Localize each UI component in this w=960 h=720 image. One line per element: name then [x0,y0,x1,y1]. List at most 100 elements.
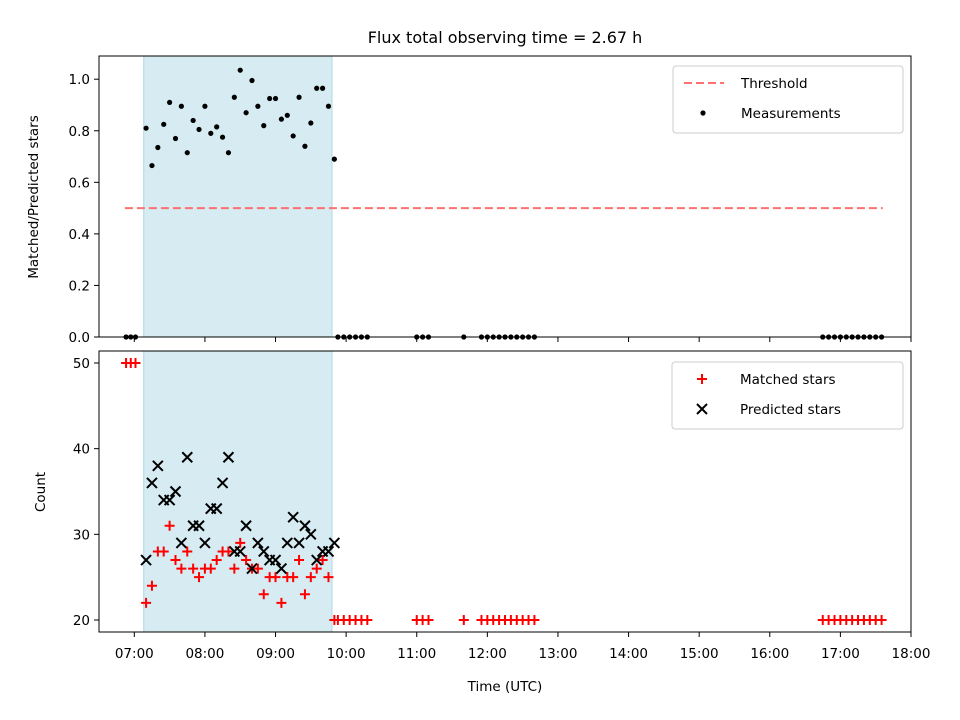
data-point-predicted-stars [269,554,282,566]
data-point-measurement [184,150,190,156]
data-point-predicted-stars [281,537,293,549]
y-tick-label: 0.4 [69,227,90,243]
data-point-measurement [178,103,184,109]
data-point-matched-stars [305,572,316,583]
x-tick-label: 09:00 [256,646,295,662]
data-point-predicted-stars [222,451,235,463]
data-point-measurement [284,112,290,118]
data-point-measurement [272,95,279,102]
data-point-measurement [243,110,249,116]
data-point-matched-stars [458,615,469,626]
data-point-measurement [161,121,167,127]
data-point-predicted-stars [293,537,305,549]
observing-window-span [143,350,333,633]
x-tick-label: 17:00 [821,646,860,662]
y-tick-label: 50 [73,356,90,372]
data-point-measurement [202,103,208,109]
data-point-predicted-stars [140,554,152,566]
data-point-predicted-stars [234,545,246,558]
data-point-predicted-stars [152,460,164,472]
x-tick-label: 11:00 [397,646,436,662]
data-point-measurement [296,94,302,100]
data-point-matched-stars [182,546,193,557]
x-tick-label: 10:00 [327,646,366,662]
x-tick-label: 14:00 [609,646,648,662]
data-point-measurement [208,130,214,136]
data-point-matched-stars [170,555,181,566]
data-point-matched-stars [299,589,310,600]
data-point-measurement [325,103,332,109]
data-point-matched-stars [158,546,169,557]
data-point-predicted-stars [305,528,317,541]
x-tick-label: 07:00 [115,646,154,662]
data-point-predicted-stars [163,494,176,506]
y-tick-label: 0.0 [69,330,90,346]
data-point-measurement [278,116,285,122]
data-point-predicted-stars [210,502,223,515]
data-point-matched-stars [194,572,205,583]
data-point-measurement [261,123,267,129]
legend-predicted-swatch [696,403,708,415]
legend-label: Matched stars [740,372,836,388]
data-point-predicted-stars [287,511,299,523]
legend-label: Predicted stars [740,402,841,418]
y-tick-label: 1.0 [69,72,90,88]
y-tick-label: 0.2 [69,278,90,294]
data-point-matched-stars [258,589,269,600]
legend-label: Measurements [741,106,841,122]
data-point-matched-stars [276,597,287,608]
data-point-predicted-stars [199,537,211,549]
data-point-predicted-stars [216,477,229,489]
y-tick-label: 40 [73,442,90,458]
data-point-measurement [290,133,296,139]
top-panel: 0.0 0.2 0.4 0.6 0.8 1.0 Threshold Measurements [69,55,912,346]
data-point-predicted-stars [258,545,270,558]
data-point-matched-stars [311,563,322,574]
data-point-measurement [308,120,314,126]
data-point-measurement [190,117,196,124]
axes-frame [98,55,912,338]
data-point-matched-stars [529,615,540,626]
data-point-predicted-stars [181,451,193,463]
x-tick-label: 13:00 [539,646,578,662]
y-axis-label-top: Matched/Predicted stars [26,115,42,278]
data-point-matched-stars [294,555,305,566]
data-point-measurement [231,94,237,100]
x-tick-label: 16:00 [750,646,789,662]
data-point-measurement [319,85,326,91]
legend-box [672,65,904,134]
data-point-matched-stars [146,580,157,591]
data-point-predicted-stars [175,537,188,549]
data-point-matched-stars [876,615,887,626]
data-point-predicted-stars [146,477,158,489]
data-point-matched-stars [141,597,152,608]
data-point-matched-stars [317,555,328,566]
data-point-measurement [302,143,308,149]
data-point-predicted-stars [246,562,258,575]
data-point-measurement [219,134,226,140]
data-point-matched-stars [176,563,187,574]
data-point-predicted-stars [299,520,311,532]
x-tick-label: 12:00 [468,646,507,662]
x-tick-label: 08:00 [185,646,224,662]
y-tick-label: 20 [73,613,90,629]
data-point-predicted-stars [252,537,264,549]
data-point-measurement [225,150,232,156]
data-point-matched-stars [188,563,199,574]
data-point-measurement [149,162,155,169]
data-point-predicted-stars [322,545,335,558]
data-point-matched-stars [223,546,234,557]
data-point-predicted-stars [193,520,205,532]
axes-frame [98,350,912,633]
data-point-matched-stars [323,572,334,583]
data-point-measurement [255,103,261,109]
y-axis-label-bottom: Count [33,472,49,512]
data-point-predicted-stars [328,537,341,549]
data-point-matched-stars [270,572,281,583]
data-point-matched-stars [130,357,141,368]
legend-label: Threshold [740,76,808,92]
data-point-measurement [155,144,161,151]
data-point-matched-stars [362,615,373,626]
legend-measurements-swatch [700,110,706,116]
